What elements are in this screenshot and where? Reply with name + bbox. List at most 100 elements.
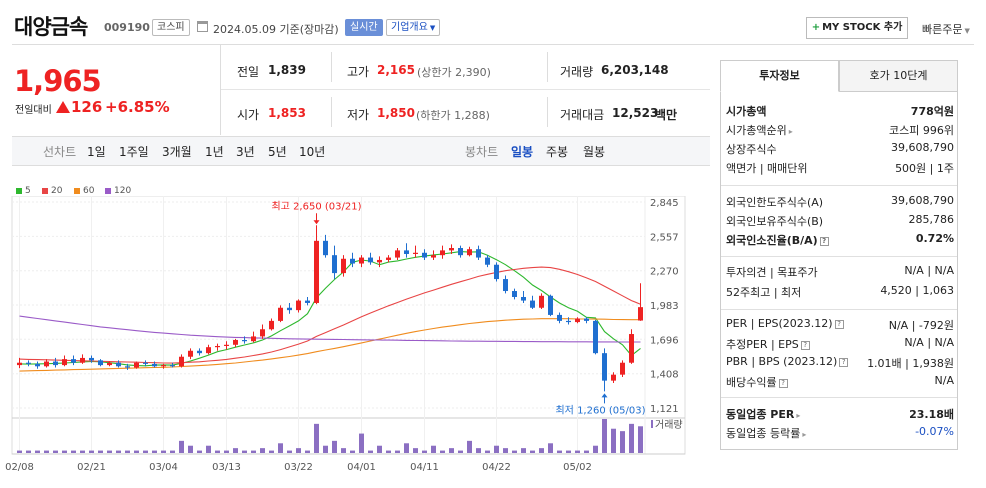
candle-body	[215, 345, 220, 348]
volume-bar	[611, 428, 616, 453]
volume-bar	[17, 450, 22, 453]
x-tick-label: 03/22	[284, 462, 313, 473]
info-label-text: 투자의견 | 목표주가	[726, 266, 818, 279]
realtime-button[interactable]: 실시간	[345, 19, 383, 36]
candle-daily[interactable]: 일봉	[511, 145, 534, 159]
header-divider	[12, 44, 974, 45]
low-value: 1,850	[377, 106, 415, 120]
help-icon[interactable]: ?	[778, 378, 788, 388]
company-info-dropdown[interactable]: 기업개요 ▼	[386, 19, 441, 36]
info-value: 코스피 996위	[889, 124, 954, 137]
candle-body	[44, 361, 49, 367]
divider	[331, 52, 332, 82]
volume-bar	[449, 448, 454, 453]
info-label: 배당수익률?	[726, 374, 788, 390]
quick-order-button[interactable]: 빠른주문 ▼	[922, 21, 970, 37]
ma-line-5	[19, 251, 641, 367]
period-1w[interactable]: 1주일	[119, 145, 149, 159]
candle-body	[395, 250, 400, 258]
stock-chart[interactable]: 2,845 2,557 2,270 1,983 1,696 1,408 1,121 02/08…	[0, 196, 712, 488]
volume-bar	[413, 448, 418, 453]
volume-bar	[485, 450, 490, 453]
candle-body	[350, 258, 355, 264]
info-label: 외국인보유주식수(B)	[726, 213, 823, 229]
help-icon[interactable]: ?	[819, 236, 829, 246]
candle-body	[512, 291, 517, 297]
candle-body	[431, 255, 436, 258]
help-icon[interactable]: ?	[800, 340, 810, 350]
chevron-right-icon[interactable]: ▸	[788, 127, 793, 136]
help-icon[interactable]: ?	[834, 319, 844, 329]
legend-label-60: 60	[83, 186, 95, 196]
volume-bar	[512, 450, 517, 453]
help-icon[interactable]: ?	[839, 357, 849, 367]
volume-bar	[557, 450, 562, 453]
info-label-text: 시가총액순위	[726, 124, 787, 137]
y-tick-label: 2,845	[650, 198, 679, 209]
candle-body	[71, 359, 76, 363]
candle-body	[17, 362, 22, 366]
info-value: 23.18배	[909, 408, 954, 421]
candle-body	[413, 252, 418, 254]
candle-body	[26, 362, 31, 364]
volume-bar	[197, 450, 202, 453]
info-label: 동일업종 PER ▸	[726, 406, 800, 422]
candle-body	[143, 362, 148, 364]
volume-bar	[395, 450, 400, 453]
x-tick-label: 04/01	[347, 462, 376, 473]
volume-bar	[620, 431, 625, 453]
prev-close-value: 1,839	[268, 63, 306, 77]
x-tick-label: 04/22	[482, 462, 511, 473]
plus-icon: +	[811, 22, 821, 33]
period-3m[interactable]: 3개월	[162, 145, 192, 159]
period-bar	[12, 136, 710, 166]
period-5y[interactable]: 5년	[268, 145, 287, 159]
volume-bar	[269, 450, 274, 453]
tab-invest-info[interactable]: 투자정보	[720, 60, 839, 92]
add-mystock-button[interactable]: + MY STOCK 추가	[806, 17, 908, 39]
info-value: 39,608,790	[891, 141, 954, 154]
candle-body	[53, 361, 58, 366]
candle-body	[539, 295, 544, 308]
volume-bar	[71, 450, 76, 453]
info-value: 0.72%	[915, 232, 954, 245]
candle-body	[359, 257, 364, 264]
chevron-right-icon[interactable]: ▸	[796, 411, 801, 420]
candle-weekly[interactable]: 주봉	[546, 145, 569, 159]
info-value: 39,608,790	[891, 194, 954, 207]
volume-bar	[224, 450, 229, 453]
period-1y[interactable]: 1년	[205, 145, 224, 159]
period-10y[interactable]: 10년	[299, 145, 326, 159]
candle-body	[80, 357, 85, 363]
volume-bar	[638, 426, 643, 453]
y-tick-label: 2,557	[650, 232, 679, 243]
info-value: 1.01배 | 1,938원	[867, 357, 954, 370]
x-tick-label: 02/21	[77, 462, 106, 473]
info-label-text: 외국인소진율(B/A)	[726, 234, 818, 247]
candle-body	[134, 362, 139, 368]
period-1d[interactable]: 1일	[87, 145, 106, 159]
divider	[547, 52, 548, 82]
info-label-text: 시가총액	[726, 105, 767, 118]
chevron-right-icon[interactable]: ▸	[802, 430, 807, 439]
candle-body	[242, 340, 247, 342]
y-tick-label: 1,696	[650, 335, 679, 346]
volume-legend-swatch	[651, 420, 653, 428]
candle-body	[296, 300, 301, 311]
candle-body	[575, 318, 580, 323]
candle-body	[368, 257, 373, 263]
candle-body	[503, 279, 508, 292]
prev-close-label: 전일	[237, 65, 260, 79]
period-3y[interactable]: 3년	[236, 145, 255, 159]
tab-orderbook[interactable]: 호가 10단계	[839, 60, 958, 92]
candle-body	[440, 250, 445, 256]
volume-bar	[593, 445, 598, 453]
info-label: 시가총액	[726, 103, 766, 119]
info-label: 52주최고 | 최저	[726, 284, 801, 300]
low-arrow-head	[601, 393, 608, 398]
candle-monthly[interactable]: 월봉	[583, 145, 606, 159]
volume-bar	[323, 445, 328, 453]
volume-bar	[530, 450, 535, 453]
volume-bar	[368, 450, 373, 453]
candle-body	[260, 329, 265, 337]
